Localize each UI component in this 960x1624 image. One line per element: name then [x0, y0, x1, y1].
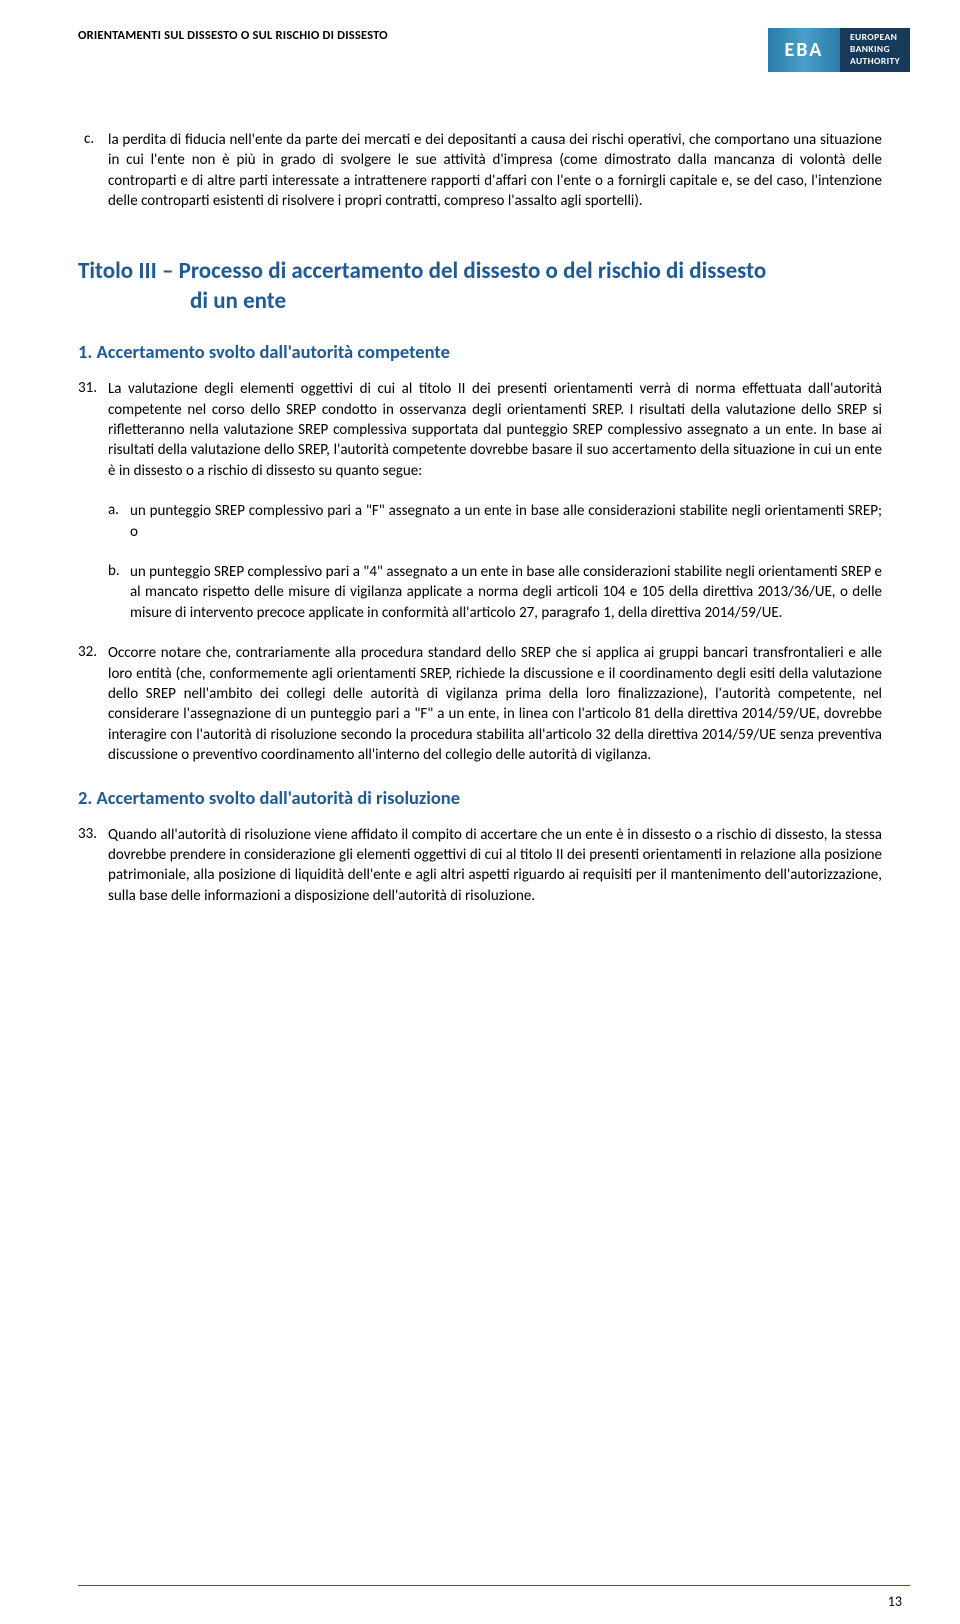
paragraph-32: 32. Occorre notare che, contrariamente a… — [78, 643, 882, 765]
paragraph-32-number: 32. — [78, 643, 108, 765]
list-marker-c: c. — [78, 130, 108, 212]
sub-marker-b: b. — [108, 562, 130, 623]
eba-logo: EBA EUROPEAN BANKING AUTHORITY — [768, 28, 910, 72]
eba-logo-text: EUROPEAN BANKING AUTHORITY — [840, 28, 910, 72]
list-text-c: la perdita di fiducia nell'ente da parte… — [108, 130, 882, 212]
sub-item-a: a. un punteggio SREP complessivo pari a … — [108, 501, 882, 542]
sub-text-a: un punteggio SREP complessivo pari a "F"… — [130, 501, 882, 542]
paragraph-31-text: La valutazione degli elementi oggettivi … — [108, 379, 882, 481]
paragraph-33-number: 33. — [78, 825, 108, 907]
titolo-3-heading: Titolo III – Processo di accertamento de… — [78, 256, 882, 317]
paragraph-31-sublist: a. un punteggio SREP complessivo pari a … — [78, 501, 882, 623]
footer-divider — [78, 1585, 910, 1586]
sub-text-b: un punteggio SREP complessivo pari a "4"… — [130, 562, 882, 623]
page-number: 13 — [888, 1593, 902, 1610]
paragraph-33: 33. Quando all'autorità di risoluzione v… — [78, 825, 882, 907]
eba-logo-abbrev: EBA — [785, 38, 824, 62]
list-item-c: c. la perdita di fiducia nell'ente da pa… — [78, 130, 882, 212]
sub-marker-a: a. — [108, 501, 130, 542]
page-content: c. la perdita di fiducia nell'ente da pa… — [0, 72, 960, 906]
page-header: ORIENTAMENTI SUL DISSESTO O SUL RISCHIO … — [0, 0, 960, 72]
sub-item-b: b. un punteggio SREP complessivo pari a … — [108, 562, 882, 623]
titolo-3-line2: di un ente — [78, 286, 882, 316]
paragraph-31-number: 31. — [78, 379, 108, 481]
paragraph-32-text: Occorre notare che, contrariamente alla … — [108, 643, 882, 765]
paragraph-31: 31. La valutazione degli elementi oggett… — [78, 379, 882, 481]
eba-logo-line3: AUTHORITY — [850, 56, 900, 68]
titolo-3-line1: Titolo III – Processo di accertamento de… — [78, 257, 766, 285]
paragraph-33-text: Quando all'autorità di risoluzione viene… — [108, 825, 882, 907]
subsection-1-heading: 1. Accertamento svolto dall'autorità com… — [78, 340, 882, 363]
document-header-title: ORIENTAMENTI SUL DISSESTO O SUL RISCHIO … — [78, 28, 388, 43]
subsection-2-heading: 2. Accertamento svolto dall'autorità di … — [78, 786, 882, 809]
eba-logo-badge: EBA — [768, 28, 840, 72]
